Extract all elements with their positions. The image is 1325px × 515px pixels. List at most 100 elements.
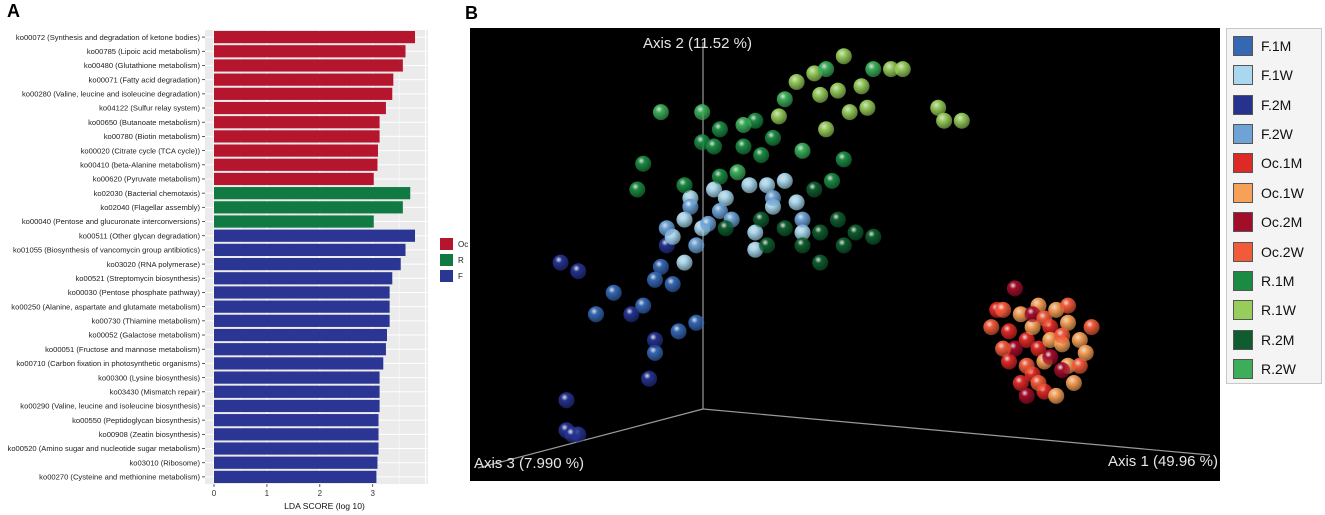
point-r-2w [794,142,811,159]
legend-swatch [1233,153,1253,174]
point-f-1w [717,190,734,207]
legend-label: Oc [458,240,468,249]
point-oc-1w [1024,319,1041,336]
bar [214,172,374,186]
bar-label: ko00710 (Carbon fixation in photosynthet… [16,359,200,368]
point-oc-2m [1006,340,1023,357]
bar-label: ko00785 (Lipoic acid metabolism) [87,47,201,56]
point-oc-1w [1065,375,1082,391]
pcoa-3d-plot: Axis 2 (11.52 %) Axis 1 (49.96 %) Axis 3 (… [470,28,1220,481]
x-tick-label: 0 [212,489,217,498]
point-r-1m [835,151,852,168]
bar [214,116,380,129]
bar [214,272,393,285]
legend-swatch [1233,123,1253,144]
axis-1-line [702,408,1211,456]
point-f-2m [641,370,658,387]
legend-label: Oc.1M [1261,155,1303,172]
point-f-2w [682,198,699,215]
point-oc-2w [1071,357,1088,374]
bar [214,243,406,257]
point-f-2m [552,254,569,271]
point-r-1w [936,112,953,129]
point-f-2w [765,190,781,207]
x-axis-label: LDA SCORE (log 10) [284,501,365,511]
bar [214,30,416,44]
lda-bar-chart: ko00072 (Synthesis and degradation of ke… [8,30,468,511]
point-f-1m [652,258,669,275]
point-r-2m [753,211,770,228]
axis-3-line [477,408,704,469]
point-oc-1w [1077,344,1094,361]
legend-label: R [458,256,464,265]
point-oc-1m [1001,323,1017,340]
point-f-1w [741,177,758,194]
point-f-2w [711,203,728,219]
legend-swatch [440,270,453,282]
legend-item: Oc.1W [1227,178,1304,208]
point-r-1w [829,82,846,99]
legend-label: Oc.2M [1261,214,1303,231]
legend-item: R.1M [1227,266,1294,296]
bar-label: ko00300 (Lysine biosynthesis) [98,373,200,382]
point-oc-2w [983,319,1000,336]
point-f-1m [635,297,652,314]
point-f-2w [688,237,705,254]
point-r-2m [806,181,823,198]
pcoa-canvas: Axis 2 (11.52 %) Axis 1 (49.96 %) Axis 3 (… [474,35,1218,472]
legend-label: F.1W [1261,67,1293,84]
point-r-2w [776,91,793,108]
bar-label: ko00020 (Citrate cycle (TCA cycle)) [81,146,201,155]
point-r-1w [812,86,829,103]
bar-label: ko00780 (Biotin metabolism) [104,132,201,141]
point-f-1w [676,211,693,228]
point-oc-2w [1060,297,1076,314]
legend-item: F.2M [1227,90,1291,120]
point-oc-2m [1054,362,1071,379]
point-oc-1m [1012,375,1029,391]
point-oc-2m [1006,280,1023,297]
point-oc-2w [1083,319,1100,336]
point-f-2m [647,332,663,348]
bar-label: ko00052 (Galactose metabolism) [89,331,201,340]
legend-swatch [1233,94,1253,115]
point-oc-2w [1036,310,1053,327]
point-f-2m [564,426,581,443]
bar [214,428,379,441]
bar-label: ko00511 (Other glycan degradation) [79,231,200,240]
bar [214,314,390,327]
legend-label: F.2M [1261,96,1292,113]
point-r-1w [930,99,947,116]
bar [214,144,378,157]
point-r-1w [953,112,970,129]
axis-2-label: Axis 2 (11.52 %) [643,35,752,52]
point-r-1w [894,61,911,78]
point-r-1w [770,108,787,125]
point-oc-2w [995,301,1012,318]
bar [214,456,378,469]
legend-item: Oc.2W [1227,237,1304,267]
legend-item: F.1W [1227,60,1293,90]
point-f-1w [676,254,693,271]
point-f-1m [664,276,681,293]
point-oc-1m [1001,353,1017,370]
point-r-2w [865,61,882,78]
point-r-1m [629,181,646,198]
point-f-2m [623,306,640,323]
legend-label: Oc.2W [1261,243,1304,260]
point-r-1m [753,147,770,164]
point-oc-2w [1030,375,1047,391]
point-f-1w [759,177,776,194]
bar-label: ko00620 (Pyruvate metabolism) [93,175,201,184]
point-oc-1m [1018,332,1035,348]
bar-label: ko00072 (Synthesis and degradation of ke… [16,33,201,42]
legend-swatch [1233,35,1253,56]
pcoa-legend: F.1M F.1W F.2M F.2W Oc.1M Oc.1W Oc.2M Oc.2W R.1M… [1226,28,1322,384]
legend-label: R.2M [1261,331,1295,348]
bar [214,414,379,427]
panel-b-label: B [465,3,478,23]
bar-label: ko00650 (Butanoate metabolism) [88,118,200,127]
legend-swatch [1233,270,1253,291]
legend-label: F.2W [1261,125,1293,142]
point-r-1m [711,168,728,185]
